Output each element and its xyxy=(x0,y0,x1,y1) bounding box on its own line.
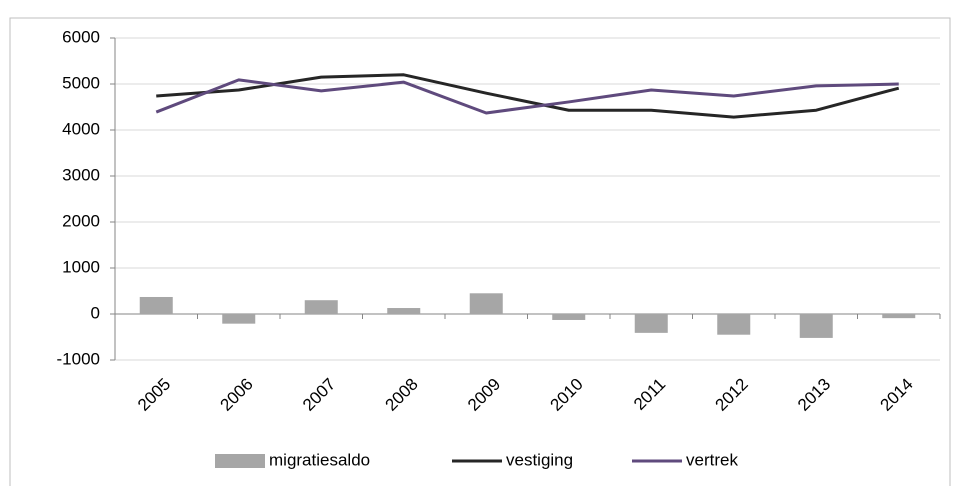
bar xyxy=(634,314,668,333)
legend-label: vertrek xyxy=(686,450,738,469)
bar xyxy=(717,314,751,335)
x-tick-label: 2007 xyxy=(299,375,339,415)
bar xyxy=(799,314,833,338)
y-tick-label: 0 xyxy=(91,303,100,322)
bar xyxy=(469,293,503,314)
bar xyxy=(222,314,256,324)
bar xyxy=(139,296,173,314)
x-tick-label: 2009 xyxy=(464,375,504,415)
y-tick-label: 4000 xyxy=(62,119,100,138)
legend-label: migratiesaldo xyxy=(269,450,370,469)
legend-label: vestiging xyxy=(506,450,573,469)
line xyxy=(155,78,899,115)
y-tick-label: 1000 xyxy=(62,257,100,276)
x-tick-label: 2014 xyxy=(877,375,917,415)
y-tick-label: 5000 xyxy=(62,73,100,92)
x-tick-label: 2010 xyxy=(547,375,587,415)
bar xyxy=(304,300,338,314)
y-tick-label: 3000 xyxy=(62,165,100,184)
y-tick-label: 6000 xyxy=(62,27,100,46)
x-tick-label: 2012 xyxy=(712,375,752,415)
bar xyxy=(387,308,421,314)
y-tick-label: 2000 xyxy=(62,211,100,230)
x-tick-label: 2006 xyxy=(217,375,257,415)
chart-frame xyxy=(9,17,951,486)
y-tick-label: -1000 xyxy=(57,349,100,368)
legend-swatch xyxy=(215,454,265,468)
bar xyxy=(552,314,586,320)
line xyxy=(156,73,900,119)
x-tick-label: 2011 xyxy=(630,375,669,414)
x-tick-label: 2008 xyxy=(382,375,422,415)
bar xyxy=(882,314,916,319)
x-tick-label: 2013 xyxy=(794,375,834,415)
x-tick-label: 2005 xyxy=(134,375,174,415)
